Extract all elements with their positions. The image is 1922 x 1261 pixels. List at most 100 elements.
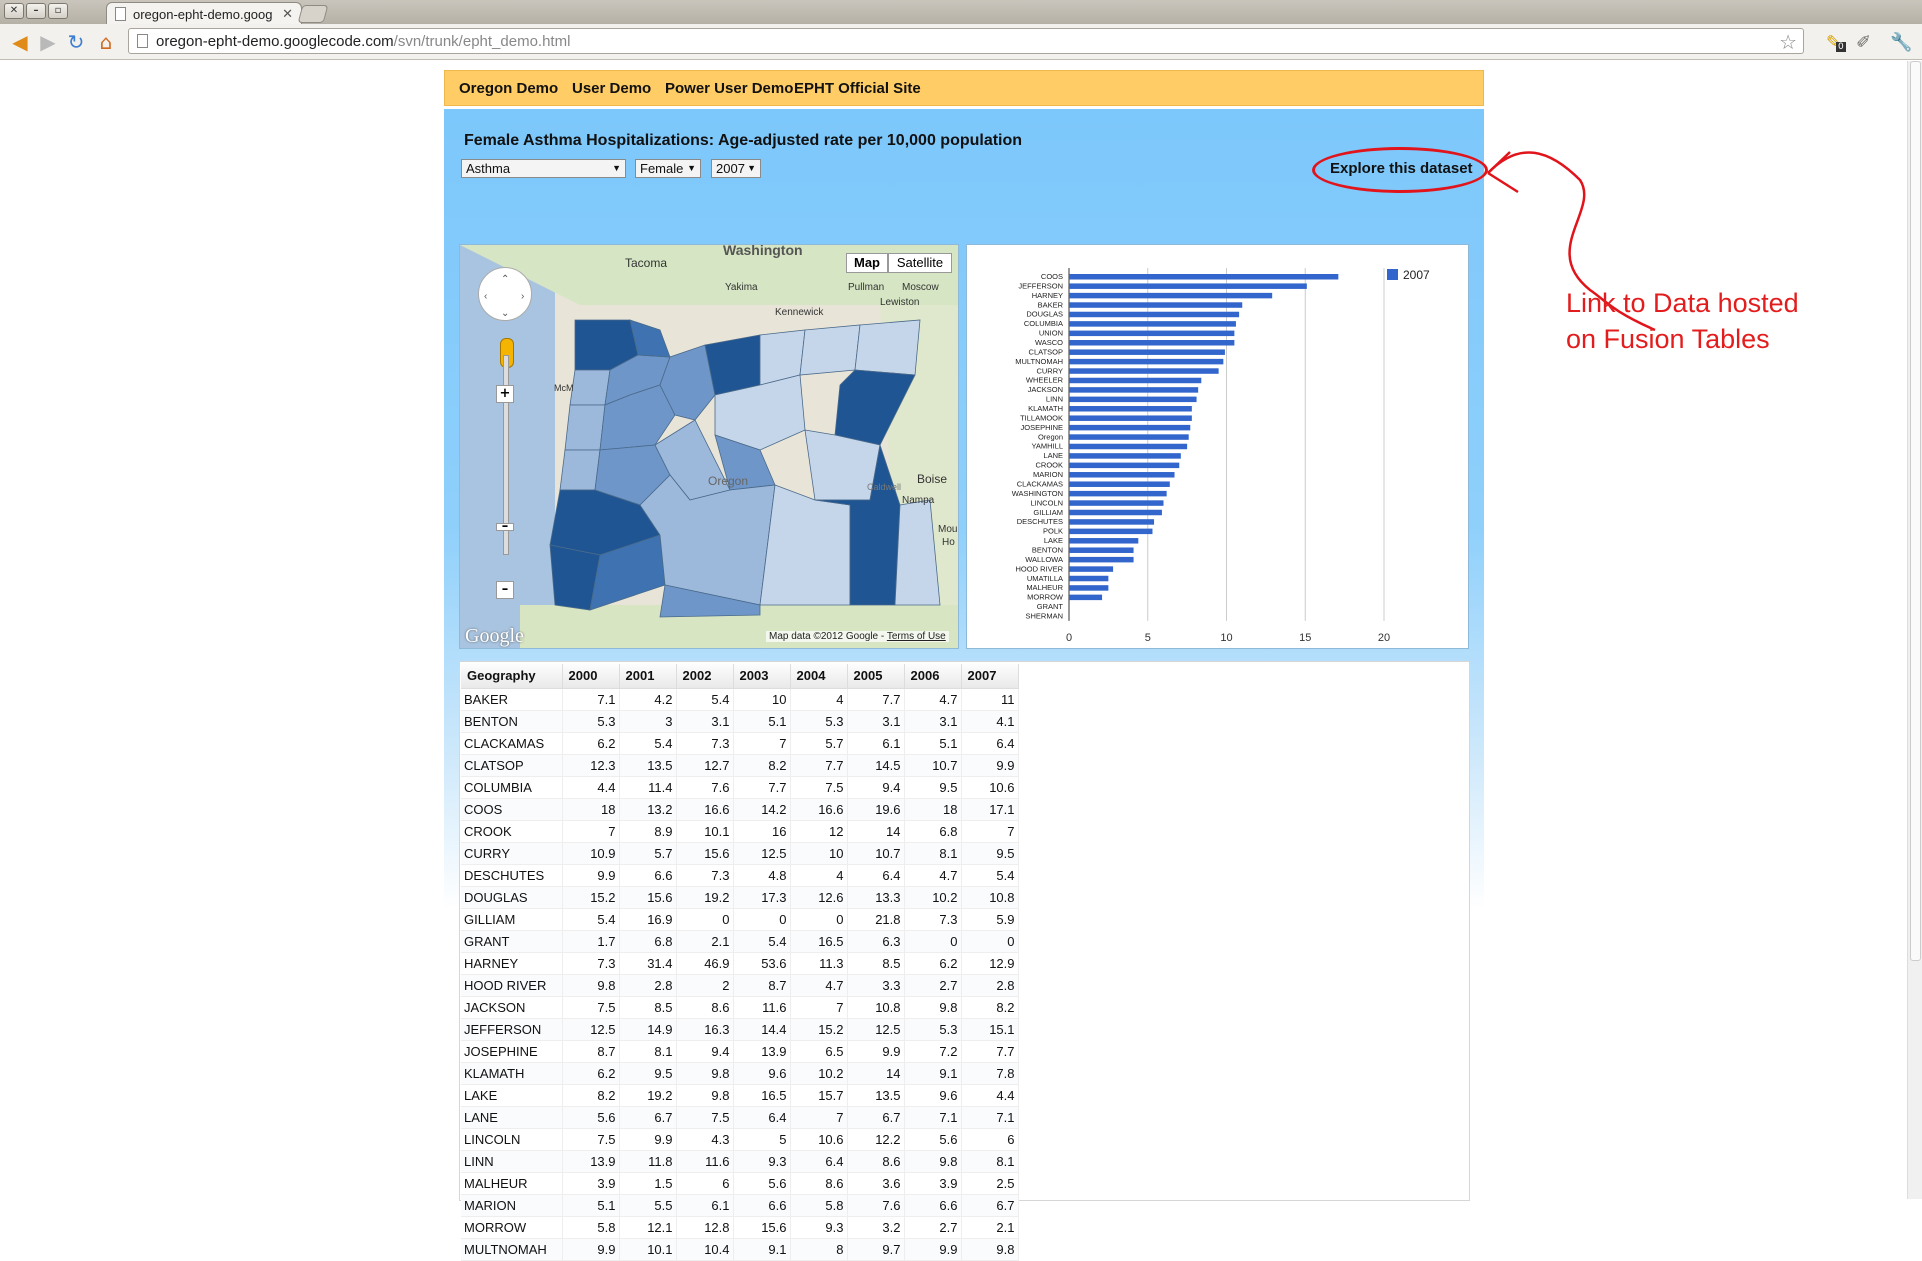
bar[interactable] bbox=[1069, 283, 1307, 289]
table-row: BENTON 5.3 3 3.1 5.1 5.3 3.1 3.1 4.1 bbox=[461, 710, 1019, 733]
bar[interactable] bbox=[1069, 368, 1219, 374]
nav-link-oregon-demo[interactable]: Oregon Demo bbox=[459, 80, 559, 97]
bookmark-star-icon[interactable]: ☆ bbox=[1779, 30, 1797, 54]
wrench-menu-icon[interactable]: 🔧 bbox=[1890, 32, 1913, 53]
bar[interactable] bbox=[1069, 406, 1192, 412]
bar[interactable] bbox=[1069, 443, 1188, 450]
category-label: WALLOWA bbox=[1025, 555, 1063, 564]
nav-link-user-demo[interactable]: User Demo bbox=[572, 80, 652, 97]
table-row: LANE 5.6 6.7 7.5 6.4 7 6.7 7.1 7.1 bbox=[461, 1106, 1019, 1129]
bar[interactable] bbox=[1069, 490, 1167, 497]
bar[interactable] bbox=[1069, 500, 1164, 506]
bar[interactable] bbox=[1069, 547, 1134, 553]
zoom-in-icon[interactable]: + bbox=[496, 385, 514, 403]
county-shape[interactable] bbox=[799, 324, 861, 376]
rate-cell: 2.5 bbox=[961, 1172, 1019, 1195]
close-window-icon[interactable]: ✕ bbox=[4, 3, 24, 19]
home-icon[interactable]: ⌂ bbox=[99, 30, 113, 54]
bar[interactable] bbox=[1069, 528, 1153, 535]
extension-icon[interactable]: ✎ 0 bbox=[1826, 32, 1846, 53]
bar[interactable] bbox=[1069, 340, 1235, 346]
bar[interactable] bbox=[1069, 462, 1180, 469]
county-shape[interactable] bbox=[629, 319, 671, 358]
bar[interactable] bbox=[1069, 575, 1109, 582]
bar[interactable] bbox=[1069, 453, 1181, 459]
column-header[interactable]: 2000 bbox=[562, 664, 620, 689]
condition-select[interactable]: Asthma ▼ bbox=[461, 159, 626, 178]
map-type-satellite-button[interactable]: Satellite bbox=[888, 253, 952, 273]
county-shape[interactable] bbox=[659, 584, 761, 618]
tab-close-icon[interactable]: ✕ bbox=[282, 6, 293, 21]
bar[interactable] bbox=[1069, 415, 1192, 421]
scrollbar-thumb[interactable] bbox=[1910, 61, 1921, 961]
bar[interactable] bbox=[1069, 377, 1202, 384]
bar[interactable] bbox=[1069, 509, 1162, 516]
sex-select[interactable]: Female ▼ bbox=[635, 159, 701, 178]
back-arrow-icon[interactable]: ◀ bbox=[12, 30, 28, 54]
bar[interactable] bbox=[1069, 311, 1240, 318]
bar[interactable] bbox=[1069, 330, 1235, 337]
reload-icon[interactable]: ↻ bbox=[67, 30, 85, 54]
bar[interactable] bbox=[1069, 424, 1191, 431]
rate-cell: 0 bbox=[904, 930, 962, 953]
county-shape[interactable] bbox=[894, 499, 941, 606]
new-tab-button[interactable] bbox=[297, 5, 329, 23]
map-canvas[interactable]: Washington Tacoma Yakima Kennewick Pullm… bbox=[460, 245, 959, 649]
bar[interactable] bbox=[1069, 585, 1109, 591]
nav-link-power-user-demo[interactable]: Power User Demo bbox=[665, 80, 794, 97]
county-shape[interactable] bbox=[564, 404, 606, 451]
rate-cell: 16.6 bbox=[790, 798, 848, 821]
column-header[interactable]: 2005 bbox=[847, 664, 905, 689]
bar[interactable] bbox=[1069, 396, 1197, 403]
bar[interactable] bbox=[1069, 349, 1225, 355]
column-header[interactable]: Geography bbox=[461, 664, 563, 689]
nav-link-epht-official-site[interactable]: EPHT Official Site bbox=[794, 80, 921, 97]
bar[interactable] bbox=[1069, 481, 1170, 487]
zoom-slider-handle[interactable]: – bbox=[496, 520, 514, 533]
bar[interactable] bbox=[1069, 274, 1339, 280]
county-map[interactable]: Washington Tacoma Yakima Kennewick Pullm… bbox=[459, 244, 959, 649]
bar[interactable] bbox=[1069, 472, 1175, 478]
column-header[interactable]: 2007 bbox=[961, 664, 1019, 689]
rate-cell: 7 bbox=[790, 1106, 848, 1129]
rate-cell: 8.2 bbox=[961, 996, 1019, 1019]
address-bar[interactable]: oregon-epht-demo.googlecode.com/svn/trun… bbox=[128, 28, 1804, 54]
geography-cell: LAKE bbox=[461, 1084, 563, 1107]
bar[interactable] bbox=[1069, 292, 1273, 299]
bar[interactable] bbox=[1069, 358, 1224, 365]
terms-of-use-link[interactable]: Terms of Use bbox=[886, 631, 946, 642]
bar[interactable] bbox=[1069, 387, 1199, 393]
eyedropper-extension-icon[interactable]: ✐ bbox=[1856, 32, 1872, 53]
county-shape[interactable] bbox=[569, 369, 611, 406]
browser-tab[interactable]: oregon-epht-demo.goog ✕ bbox=[106, 2, 302, 26]
column-header[interactable]: 2001 bbox=[619, 664, 677, 689]
county-shape[interactable] bbox=[854, 319, 921, 376]
table-row: HOOD RIVER 9.8 2.8 2 8.7 4.7 3.3 2.7 2.8 bbox=[461, 974, 1019, 997]
zoom-out-icon[interactable]: – bbox=[496, 581, 514, 599]
bar[interactable] bbox=[1069, 538, 1139, 544]
forward-arrow-icon[interactable]: ▶ bbox=[40, 30, 56, 54]
bar[interactable] bbox=[1069, 302, 1243, 308]
year-select[interactable]: 2007 ▼ bbox=[711, 159, 761, 178]
column-header[interactable]: 2003 bbox=[733, 664, 791, 689]
county-shape[interactable] bbox=[704, 334, 761, 396]
column-header[interactable]: 2002 bbox=[676, 664, 734, 689]
maximize-window-icon[interactable]: ▫ bbox=[48, 3, 68, 19]
column-header[interactable]: 2006 bbox=[904, 664, 962, 689]
bar[interactable] bbox=[1069, 556, 1134, 563]
map-type-map-button[interactable]: Map bbox=[846, 253, 888, 273]
category-label: MARION bbox=[1033, 470, 1063, 479]
bar[interactable] bbox=[1069, 519, 1155, 525]
rate-cell: 7.1 bbox=[904, 1106, 962, 1129]
page-scrollbar[interactable] bbox=[1907, 61, 1922, 1199]
county-shape[interactable] bbox=[559, 449, 601, 491]
map-pan-control[interactable]: ⌃ ⌄ ‹ › bbox=[478, 267, 532, 321]
category-label: CLACKAMAS bbox=[1017, 479, 1063, 488]
zoom-slider[interactable] bbox=[503, 355, 509, 555]
bar[interactable] bbox=[1069, 594, 1103, 601]
bar[interactable] bbox=[1069, 566, 1114, 572]
bar[interactable] bbox=[1069, 434, 1189, 440]
bar[interactable] bbox=[1069, 321, 1236, 327]
column-header[interactable]: 2004 bbox=[790, 664, 848, 689]
minimize-window-icon[interactable]: – bbox=[26, 3, 46, 19]
